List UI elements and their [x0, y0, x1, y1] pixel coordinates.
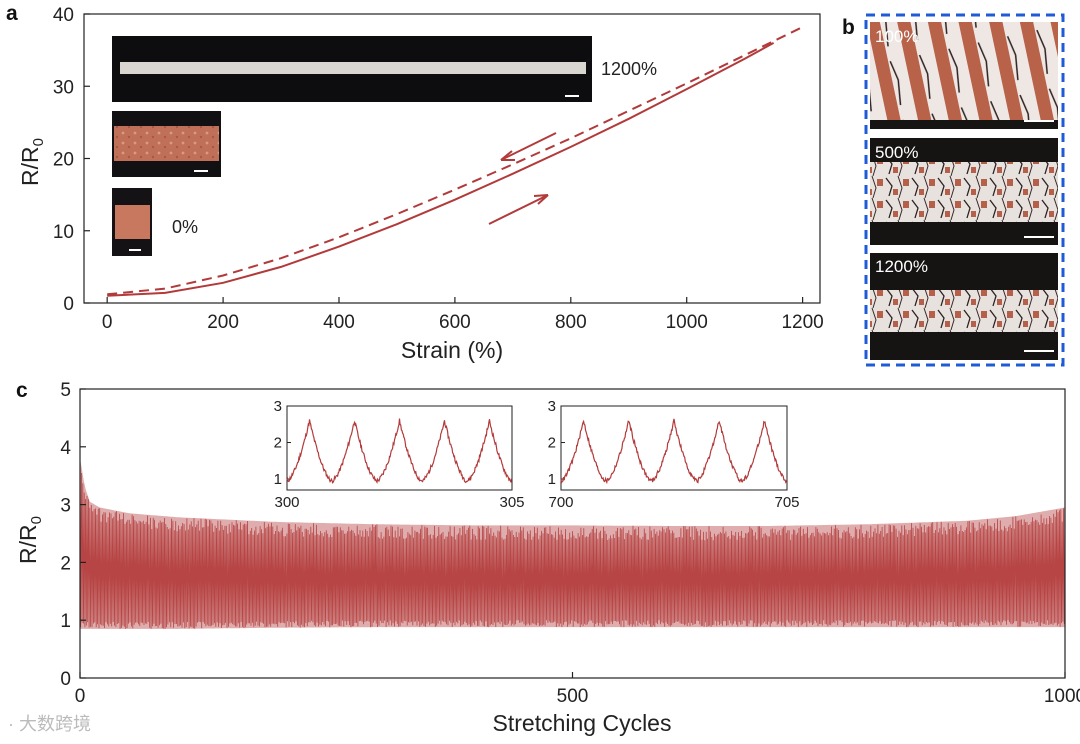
c-inset-trace: [286, 418, 513, 484]
watermark: · 大数跨境: [8, 714, 91, 734]
a-ytick-label: 20: [53, 150, 74, 171]
c-inset-ytick-label: 2: [274, 435, 282, 452]
c-xtick-label: 500: [557, 686, 589, 707]
panel-a-xlabel: Strain (%): [401, 337, 503, 363]
c-ytick-label: 1: [60, 611, 71, 632]
panel-a-ticks: 0 200 400 600 800 1000 1200 0 10 20 30 40: [53, 5, 824, 333]
c-xtick-label: 0: [75, 686, 86, 707]
panel-a-ylabel: R/R0: [17, 138, 47, 186]
a-xtick-label: 200: [207, 312, 239, 333]
c-inset-ytick-label: 3: [274, 398, 282, 415]
photo-1200-percent: [870, 253, 1058, 360]
a-series-stretching: [107, 42, 775, 297]
a-xtick-label: 400: [323, 312, 355, 333]
c-inset-ytick-label: 3: [548, 398, 556, 415]
panel-c-ylabel-main: R/R: [15, 524, 41, 564]
c-inset-1: 1 2 3 700 705: [548, 398, 800, 511]
panel-c-ylabel-sub: 0: [28, 516, 45, 524]
c-ytick-label: 5: [60, 380, 71, 401]
c-inset-ytick-label: 2: [548, 435, 556, 452]
a-ytick-label: 0: [63, 294, 74, 315]
c-ytick-label: 3: [60, 496, 71, 517]
photo-0-inset: [112, 188, 152, 256]
a-xtick-label: 1200: [781, 312, 823, 333]
a-series-releasing: [107, 26, 804, 296]
photo-500-percent: [870, 138, 1058, 245]
panel-b-dashed-frame: [864, 13, 1065, 367]
release-arrow: [500, 132, 557, 161]
panel-b-photos: 100% 500% 1200%: [864, 13, 1065, 367]
a-ytick-label: 40: [53, 5, 74, 26]
label-500-percent: 500%: [875, 143, 918, 162]
c-inset-frame: [560, 405, 788, 491]
panel-c-signal: [79, 458, 1066, 629]
photo-1200-inset: [112, 36, 592, 102]
panel-a-chart: 0 200 400 600 800 1000 1200 0 10 20 30 40 1200%: [53, 5, 824, 333]
c-inset-xtick-label-end: 705: [774, 494, 799, 511]
panel-a-lines: [107, 26, 804, 297]
photo-mid-inset: [112, 111, 221, 177]
c-ytick-label: 4: [60, 438, 71, 459]
a-xtick-label: 800: [555, 312, 587, 333]
a-xtick-label: 0: [102, 312, 113, 333]
c-signal-trace: [79, 465, 1066, 629]
photo-100-percent: [870, 22, 1058, 129]
panel-c-ticks: 0 500 1000 0 1 2 3 4 5: [60, 380, 1080, 707]
c-ytick-label: 2: [60, 553, 71, 574]
a-xtick-label: 600: [439, 312, 471, 333]
panel-label-a: a: [6, 2, 18, 25]
c-inset-trace: [560, 418, 788, 485]
a-xtick-label: 1000: [666, 312, 708, 333]
label-100-percent: 100%: [875, 27, 918, 46]
stretch-arrow: [488, 194, 549, 225]
c-inset-xtick-label-start: 300: [274, 494, 299, 511]
c-inset-xtick-label-end: 305: [499, 494, 524, 511]
panel-a-ylabel-sub: 0: [30, 138, 47, 146]
c-inset-ytick-label: 1: [274, 471, 282, 488]
c-xtick-label: 1000: [1044, 686, 1080, 707]
c-ytick-label: 0: [60, 669, 71, 690]
panel-c-insets: 1 2 3 300 305 1 2 3 700 705: [274, 398, 800, 511]
panel-c-chart: 0 500 1000 0 1 2 3 4 5 1 2 3 300 305 1 2 3 700 705: [60, 380, 1080, 707]
label-0-percent: 0%: [172, 217, 198, 237]
panel-label-c: c: [16, 379, 28, 402]
c-inset-ytick-label: 1: [548, 471, 556, 488]
label-1200-percent-b: 1200%: [875, 257, 928, 276]
c-inset-0: 1 2 3 300 305: [274, 398, 525, 511]
label-1200-percent: 1200%: [601, 59, 657, 79]
panel-c-ylabel: R/R0: [15, 516, 45, 564]
panel-c-xlabel: Stretching Cycles: [493, 710, 672, 736]
c-inset-xtick-label-start: 700: [548, 494, 573, 511]
panel-label-b: b: [842, 16, 855, 39]
a-ytick-label: 10: [53, 222, 74, 243]
a-ytick-label: 30: [53, 77, 74, 98]
panel-a-ylabel-main: R/R: [17, 146, 43, 186]
